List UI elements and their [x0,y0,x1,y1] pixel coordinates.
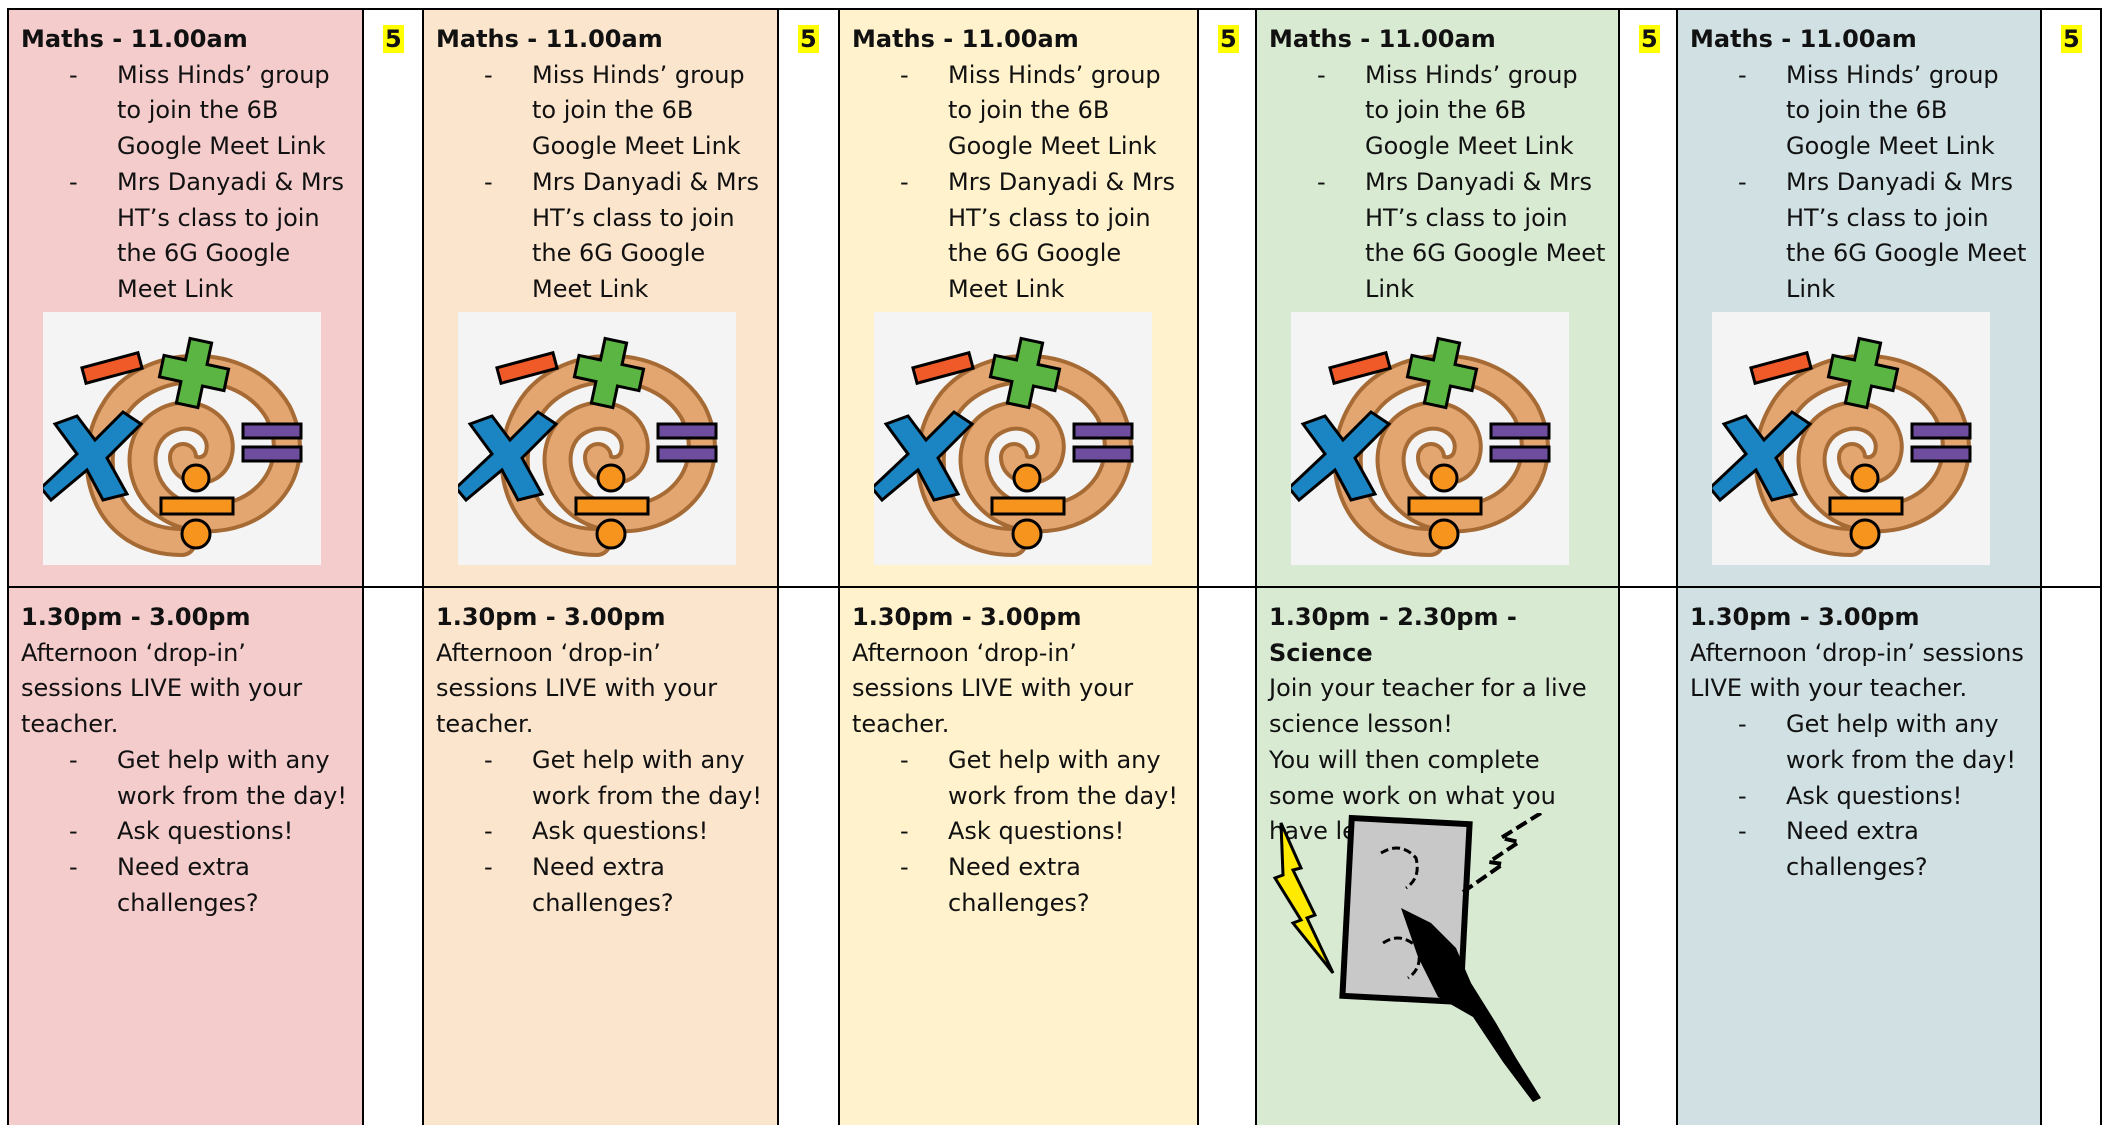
bullet-list: Miss Hinds’ group to join the 6B Google … [436,58,765,308]
heading: 1.30pm - 3.00pm [852,603,1082,631]
morning-cell: Maths - 11.00am Miss Hinds’ group to join… [422,8,777,586]
bullet: Miss Hinds’ group to join the 6B Google … [900,58,1185,165]
bullet-list: Get help with any work from the day!Ask … [852,743,1185,922]
badge: 5 [1218,25,1239,53]
bullet-list: Miss Hinds’ group to join the 6B Google … [1690,58,2028,308]
text: Afternoon ‘drop-in’ sessions LIVE with y… [852,638,1134,739]
bullet: Ask questions! [1738,779,2028,815]
heading: 1.30pm - 3.00pm [21,603,251,631]
bullet-list: Get help with any work from the day!Ask … [21,743,350,922]
afternoon-cell: 1.30pm - 3.00pm Afternoon ‘drop-in’ sessi… [7,586,362,1125]
badge-cell [362,586,422,1125]
bullet: Need extra challenges? [69,850,350,921]
heading: Maths - 11.00am [852,25,1079,53]
bullet: Need extra challenges? [484,850,765,921]
illustration [1712,312,1990,565]
badge-cell: 5 [1618,8,1676,586]
afternoon-cell: 1.30pm - 3.00pm Afternoon ‘drop-in’ sessi… [1676,586,2040,1125]
bullet-list: Get help with any work from the day!Ask … [436,743,765,922]
heading: 1.30pm - 3.00pm [1690,603,1920,631]
morning-cell: Maths - 11.00am Miss Hinds’ group to join… [7,8,362,586]
heading: Maths - 11.00am [1690,25,1917,53]
bullet: Miss Hinds’ group to join the 6B Google … [484,58,765,165]
bullet: Mrs Danyadi & Mrs HT’s class to join the… [484,165,765,308]
badge-cell: 5 [777,8,838,586]
bullet: Get help with any work from the day! [1738,707,2028,778]
bullet: Mrs Danyadi & Mrs HT’s class to join the… [1738,165,2028,308]
heading: Maths - 11.00am [21,25,248,53]
bullet-list: Get help with any work from the day!Ask … [1690,707,2028,886]
bullet: Miss Hinds’ group to join the 6B Google … [1738,58,2028,165]
illustration [874,312,1152,565]
heading: Maths - 11.00am [1269,25,1496,53]
badge-cell: 5 [2040,8,2102,586]
badge-cell [777,586,838,1125]
text: Afternoon ‘drop-in’ sessions LIVE with y… [21,638,303,739]
badge-cell [1618,586,1676,1125]
bullet: Get help with any work from the day! [69,743,350,814]
bullet: Need extra challenges? [1738,814,2028,885]
illustration [1271,813,1587,1109]
text: Afternoon ‘drop-in’ sessions LIVE with y… [1690,638,2024,703]
bullet: Miss Hinds’ group to join the 6B Google … [1317,58,1606,165]
badge: 5 [1639,25,1660,53]
bullet: Ask questions! [900,814,1185,850]
afternoon-cell: 1.30pm - 3.00pm Afternoon ‘drop-in’ sessi… [422,586,777,1125]
bullet: Ask questions! [69,814,350,850]
bullet: Need extra challenges? [900,850,1185,921]
bullet: Miss Hinds’ group to join the 6B Google … [69,58,350,165]
badge-cell: 5 [362,8,422,586]
heading: 1.30pm - 3.00pm [436,603,666,631]
bullet-list: Miss Hinds’ group to join the 6B Google … [852,58,1185,308]
bullet: Ask questions! [484,814,765,850]
text: Join your teacher for a live science les… [1269,674,1587,739]
badge-cell [2040,586,2102,1125]
illustration [458,312,736,565]
badge-cell: 5 [1197,8,1255,586]
badge-cell [1197,586,1255,1125]
bullet: Mrs Danyadi & Mrs HT’s class to join the… [900,165,1185,308]
heading: 1.30pm - 2.30pm - Science [1269,603,1517,667]
illustration [43,312,321,565]
text: Afternoon ‘drop-in’ sessions LIVE with y… [436,638,718,739]
bullet: Get help with any work from the day! [900,743,1185,814]
badge: 5 [383,25,404,53]
morning-cell: Maths - 11.00am Miss Hinds’ group to join… [1255,8,1618,586]
badge: 5 [798,25,819,53]
bullet-list: Miss Hinds’ group to join the 6B Google … [21,58,350,308]
badge: 5 [2061,25,2082,53]
bullet: Mrs Danyadi & Mrs HT’s class to join the… [1317,165,1606,308]
bullet: Mrs Danyadi & Mrs HT’s class to join the… [69,165,350,308]
morning-cell: Maths - 11.00am Miss Hinds’ group to join… [1676,8,2040,586]
bullet: Get help with any work from the day! [484,743,765,814]
morning-cell: Maths - 11.00am Miss Hinds’ group to join… [838,8,1197,586]
illustration [1291,312,1569,565]
afternoon-cell: 1.30pm - 2.30pm - Science Join your teach… [1255,586,1618,1125]
heading: Maths - 11.00am [436,25,663,53]
bullet-list: Miss Hinds’ group to join the 6B Google … [1269,58,1606,308]
afternoon-cell: 1.30pm - 3.00pm Afternoon ‘drop-in’ sessi… [838,586,1197,1125]
